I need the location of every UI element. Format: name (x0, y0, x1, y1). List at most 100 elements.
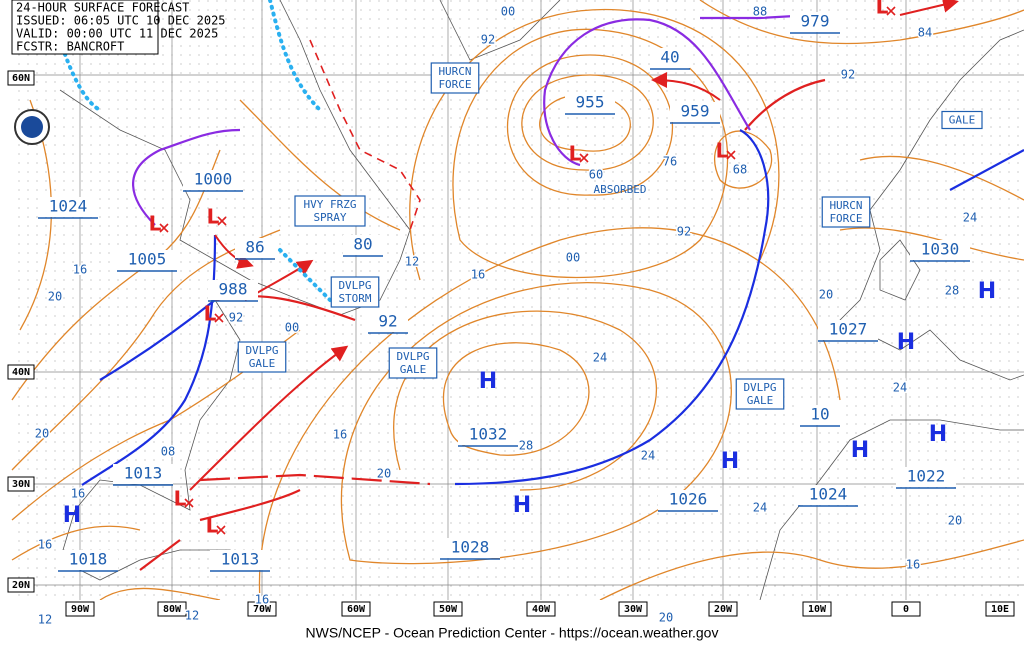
warning-box (330, 276, 380, 308)
warning-box (294, 195, 366, 227)
lon-label: 90W (71, 604, 90, 615)
warning-box (735, 378, 785, 410)
low-x (214, 313, 224, 323)
isobar-label: 92 (229, 311, 243, 325)
isobar-label: 12 (405, 255, 419, 269)
pressure-bg (235, 238, 275, 258)
warning-text: GALE (400, 363, 427, 376)
isobar-label: 12 (185, 609, 199, 623)
lon-label-box (433, 601, 463, 617)
low-x (726, 150, 736, 160)
isobar-label: 28 (945, 284, 959, 298)
isobar-label: 20 (948, 514, 962, 528)
pressure-value: 86 (245, 238, 264, 257)
lon-label-box (247, 601, 277, 617)
high-center: H (929, 422, 947, 447)
pressure-bg (368, 312, 408, 332)
isobar-label: 24 (753, 501, 767, 515)
pressure-bg (58, 550, 118, 570)
pressure-value: 1028 (451, 538, 490, 557)
lon-label-box (157, 601, 187, 617)
warning-text: GALE (949, 114, 976, 127)
pressure-bg (800, 405, 840, 425)
warning-text: GALE (249, 357, 276, 370)
lon-label: 60W (347, 604, 366, 615)
pressure-value: 979 (801, 12, 830, 31)
isobar-label: 28 (519, 439, 533, 453)
isobar-label: 16 (471, 268, 485, 282)
lon-label-box (341, 601, 371, 617)
isobar-label: 92 (841, 68, 855, 82)
lon-label: 30W (624, 604, 643, 615)
low-x (216, 525, 226, 535)
warning-text: DVLPG (245, 344, 278, 357)
isobar-label: 76 (663, 155, 677, 169)
pressure-bg (38, 197, 98, 217)
lat-label: 40N (12, 367, 30, 378)
high-center: H (851, 438, 869, 463)
warning-box (941, 110, 983, 130)
isobar-label: 24 (893, 381, 907, 395)
isobar-label: 60 (589, 168, 603, 182)
pressure-bg (117, 250, 177, 270)
lon-label: 40W (532, 604, 551, 615)
isobar-label: 92 (677, 225, 691, 239)
warning-box (237, 341, 287, 373)
isobar-label: 00 (501, 5, 515, 19)
pressure-value: 80 (353, 235, 372, 254)
note: ABSORBED (594, 183, 647, 196)
pressure-value: 1027 (829, 320, 868, 339)
low-center: L (204, 302, 217, 326)
low-x (217, 216, 227, 226)
pressure-bg (650, 48, 690, 68)
pressure-bg (565, 93, 615, 113)
high-center: H (513, 493, 531, 518)
lat-label-box (7, 577, 35, 593)
lon-label: 10W (808, 604, 827, 615)
pressure-value: 1026 (669, 490, 708, 509)
warning-text: GALE (747, 394, 774, 407)
lat-label: 30N (12, 479, 30, 490)
pressure-value: 988 (219, 280, 248, 299)
isobar-label: 24 (593, 351, 607, 365)
pressure-value: 1013 (221, 550, 260, 569)
isobar-label: 20 (659, 611, 673, 625)
isobar-label: 16 (38, 538, 52, 552)
pressure-bg (458, 425, 518, 445)
warning-box (430, 62, 480, 94)
pressure-value: 1024 (49, 197, 88, 216)
isobar-label: 20 (377, 467, 391, 481)
pressure-bg (896, 467, 956, 487)
isobar-label: 16 (333, 428, 347, 442)
lat-label: 20N (12, 580, 30, 591)
warning-text: HVY FRZG (304, 198, 357, 211)
isobar-label: 84 (918, 26, 932, 40)
pressure-bg (113, 464, 173, 484)
lat-label-box (7, 70, 35, 86)
low-x (886, 6, 896, 16)
pressure-bg (910, 240, 970, 260)
low-x (184, 498, 194, 508)
pressure-value: 959 (681, 102, 710, 121)
warning-box (388, 347, 438, 379)
isobar-label: 92 (481, 33, 495, 47)
low-center: L (876, 0, 889, 19)
lon-label: 80W (163, 604, 182, 615)
lon-label: 10E (991, 604, 1009, 615)
header-line: FCSTR: BANCROFT (16, 40, 124, 54)
pressure-value: 955 (576, 93, 605, 112)
warning-box (821, 196, 871, 228)
high-center: H (63, 503, 81, 528)
warning-text: FORCE (829, 212, 862, 225)
pressure-bg (798, 485, 858, 505)
high-center: H (897, 330, 915, 355)
lat-label-box (7, 364, 35, 380)
warning-text: DVLPG (338, 279, 371, 292)
low-center: L (174, 487, 187, 511)
pressure-value: 1024 (809, 485, 848, 504)
pressure-bg (670, 102, 720, 122)
isobar-label: 20 (819, 288, 833, 302)
lon-label: 50W (439, 604, 458, 615)
pressure-bg (208, 280, 258, 300)
pressure-value: 1032 (469, 425, 508, 444)
